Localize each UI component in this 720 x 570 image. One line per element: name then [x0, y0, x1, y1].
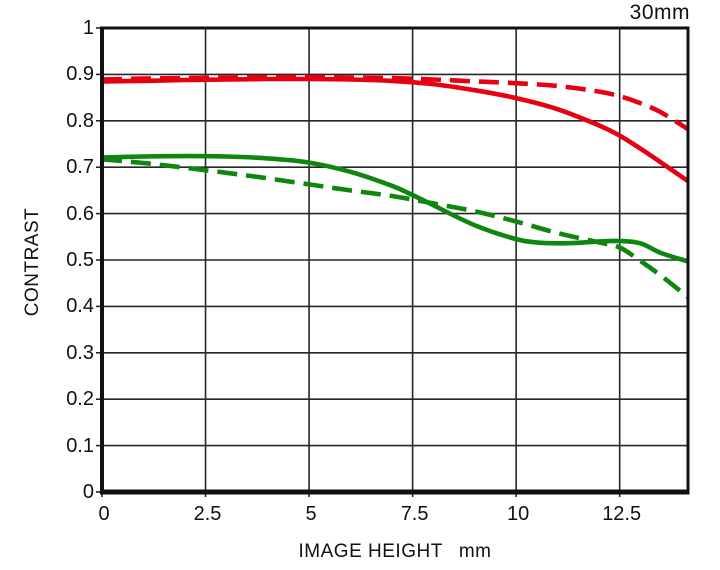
y-tick-label: 0.9: [66, 63, 94, 86]
y-tick-label: 0: [82, 481, 94, 503]
x-tick-label: 12.5: [602, 503, 642, 525]
y-tick-label: 0.5: [66, 249, 94, 271]
y-tick-label: 0.2: [66, 388, 94, 411]
x-axis-unit: mm: [458, 541, 492, 562]
chart-title: 30mm: [629, 1, 690, 24]
x-axis-title-text: IMAGE HEIGHT: [298, 541, 443, 562]
x-tick-label: 5: [305, 503, 317, 525]
y-tick-label: 0.3: [66, 341, 94, 364]
y-tick-label: 0.4: [66, 295, 94, 318]
curve-red-dashed: [101, 74, 690, 132]
y-tick-label: 0.7: [66, 156, 94, 179]
curve-green-solid: [101, 153, 689, 264]
x-tick-label: 10: [507, 503, 530, 525]
y-tick-label: 0.8: [66, 109, 94, 132]
y-tick-label: 0.1: [66, 434, 94, 457]
y-axis-title: CONTRAST: [22, 207, 43, 317]
y-tick-label: 1: [82, 17, 94, 39]
x-tick-label: 2.5: [193, 503, 222, 525]
y-tick-label: 0.6: [66, 202, 94, 225]
x-tick-label: 7.5: [400, 503, 429, 525]
curve-red-solid: [101, 76, 690, 183]
curve-green-dashed: [101, 157, 690, 299]
x-tick-label: 0: [98, 503, 110, 525]
x-axis-title: IMAGE HEIGHT mm: [102, 541, 688, 563]
